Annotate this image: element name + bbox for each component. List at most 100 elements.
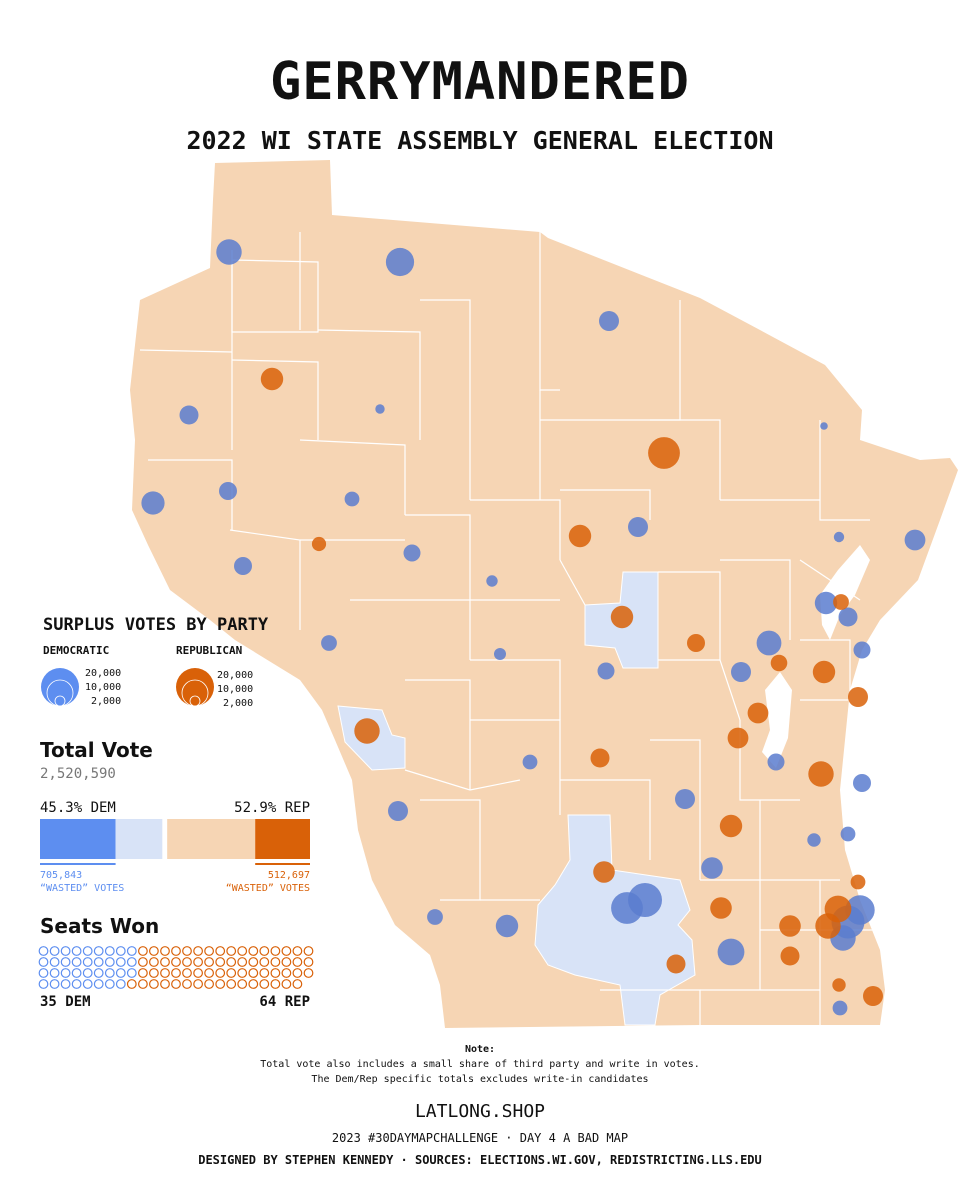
legend-title: SURPLUS VOTES BY PARTY bbox=[43, 615, 269, 635]
rep-seat-dot bbox=[171, 968, 181, 978]
dem-seat-dot bbox=[38, 957, 49, 967]
rep-seat-dot bbox=[215, 957, 226, 967]
district-line bbox=[420, 799, 481, 901]
rep-seat-dot bbox=[270, 979, 281, 989]
rep-seat-dot bbox=[259, 957, 270, 967]
legend-rep-circle-2000 bbox=[189, 695, 201, 707]
rep-seat-dot bbox=[148, 979, 159, 989]
rep-seat-dot bbox=[171, 979, 181, 989]
dem-surplus-bubble bbox=[840, 826, 856, 842]
rep-seat-dot bbox=[248, 979, 259, 989]
dem-seat-dot bbox=[82, 946, 93, 956]
legend-scale bbox=[41, 668, 214, 707]
dem-seat-dot bbox=[71, 968, 82, 978]
rep-seat-dot bbox=[237, 946, 248, 956]
dem-surplus-bubble bbox=[628, 517, 648, 537]
dem-surplus-bubble bbox=[904, 529, 926, 551]
rep-seat-dot bbox=[137, 979, 148, 989]
rep-seat-dot bbox=[303, 968, 314, 978]
rep-seat-dot bbox=[270, 946, 281, 956]
district-line bbox=[139, 349, 233, 353]
rep-seat-dot bbox=[137, 957, 148, 967]
dem-surplus-bubble bbox=[853, 641, 871, 659]
dem-seat-dot bbox=[82, 979, 93, 989]
district-line bbox=[470, 499, 561, 560]
note-line-1: Total vote also includes a small share o… bbox=[260, 1059, 700, 1070]
dem-surplus-bubble bbox=[494, 648, 506, 660]
rep-seat-dot bbox=[160, 946, 170, 956]
dem-surplus-bubble bbox=[321, 635, 337, 651]
rep-seat-dot bbox=[193, 946, 204, 956]
dem-surplus-bubble bbox=[599, 311, 619, 331]
rep-seat-dot bbox=[160, 979, 170, 989]
rep-seat-dot bbox=[248, 946, 259, 956]
dem-seat-dot bbox=[60, 957, 71, 967]
rep-seat-dot bbox=[259, 946, 270, 956]
rep-wasted-segment bbox=[255, 819, 310, 859]
district-line bbox=[759, 800, 840, 881]
legend-dem-20000: 20,000 bbox=[85, 668, 122, 679]
dem-surplus-bubble bbox=[234, 557, 252, 575]
rep-seat-dot bbox=[215, 968, 226, 978]
rep-bubbles bbox=[260, 367, 883, 1006]
footer-line-2: DESIGNED BY STEPHEN KENNEDY · SOURCES: E… bbox=[198, 1153, 762, 1167]
rep-seat-dot bbox=[281, 979, 292, 989]
state-outline bbox=[130, 160, 958, 1028]
dem-surplus-bubble bbox=[597, 662, 615, 680]
district-line bbox=[650, 419, 721, 500]
legend-rep-circle-20000 bbox=[176, 668, 214, 706]
district-line bbox=[148, 459, 233, 530]
dem-wasted-segment bbox=[40, 819, 116, 859]
dem-surplus-bubble bbox=[375, 404, 385, 414]
dem-seat-dot bbox=[104, 968, 115, 978]
dem-seat-dot bbox=[71, 957, 82, 967]
rep-seat-dot bbox=[148, 968, 159, 978]
rep-surplus-bubble bbox=[710, 897, 732, 919]
rep-seat-dot bbox=[303, 946, 314, 956]
district-line bbox=[600, 989, 701, 1025]
legend-dem-circle-20000 bbox=[41, 668, 79, 706]
rep-seat-dot bbox=[148, 957, 159, 967]
district-line bbox=[229, 529, 301, 630]
dem-surplus-bubble bbox=[756, 630, 782, 656]
legend-dem-10000: 10,000 bbox=[85, 682, 122, 693]
dem-seat-dot bbox=[104, 979, 115, 989]
rep-seat-dot bbox=[160, 957, 170, 967]
rep-seat-dot bbox=[204, 957, 215, 967]
rep-surplus-bubble bbox=[568, 524, 592, 548]
dem-seat-dot bbox=[71, 979, 82, 989]
rep-seat-dot bbox=[292, 946, 303, 956]
rep-surplus-bubble bbox=[648, 437, 680, 469]
rep-seat-dot bbox=[226, 979, 237, 989]
dem-seat-dot bbox=[71, 946, 82, 956]
rep-seat-dot bbox=[281, 946, 292, 956]
dem-seat-dot bbox=[104, 946, 115, 956]
rep-seat-dot bbox=[248, 968, 259, 978]
district-line bbox=[560, 489, 651, 520]
dem-seat-dot bbox=[60, 979, 71, 989]
rep-seat-dot bbox=[148, 946, 159, 956]
rep-surplus-bubble bbox=[666, 954, 686, 974]
rep-seat-dot bbox=[160, 968, 170, 978]
dem-surplus-bubble bbox=[701, 857, 723, 879]
dem-seat-dot bbox=[38, 968, 49, 978]
seats-grid bbox=[38, 946, 314, 989]
rep-surplus-bubble bbox=[260, 367, 284, 391]
rep-seat-dot bbox=[226, 968, 237, 978]
rep-pct-label: 52.9% REP bbox=[234, 800, 310, 816]
rep-seat-dot bbox=[259, 979, 270, 989]
district-boundaries bbox=[139, 232, 880, 1025]
dem-seat-dot bbox=[60, 946, 71, 956]
rep-seat-dot bbox=[137, 946, 148, 956]
legend-rep-2000: 2,000 bbox=[223, 698, 254, 709]
vote-share-bar bbox=[40, 819, 310, 865]
lake-winnebago bbox=[762, 672, 792, 768]
dem-surplus-bubble bbox=[179, 405, 199, 425]
dem-seat-dot bbox=[82, 957, 93, 967]
dem-seat-dot bbox=[126, 946, 137, 956]
dem-bubbles bbox=[141, 239, 926, 1016]
rep-surplus-bubble bbox=[833, 594, 849, 610]
dem-surplus-bubble bbox=[611, 892, 643, 924]
district-line bbox=[799, 559, 861, 601]
district-line bbox=[299, 439, 406, 515]
